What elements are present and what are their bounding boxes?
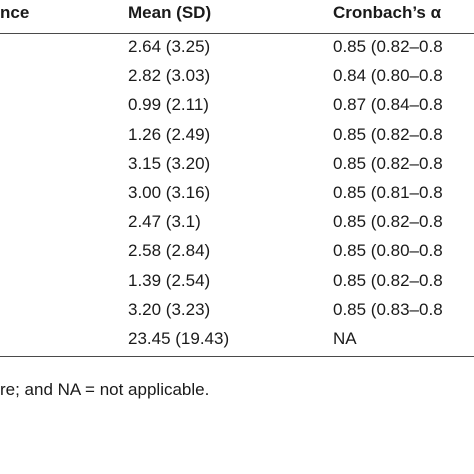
table-header-mean-sd: Mean (SD) xyxy=(128,3,212,22)
table-cell-cronbach-alpha: 0.85 (0.82–0.8 xyxy=(333,212,443,232)
table-cell-cronbach-alpha: 0.85 (0.82–0.8 xyxy=(333,153,443,173)
table-cell-mean-sd: 1.26 (2.49) xyxy=(128,124,211,144)
table-cell-mean-sd: 0.99 (2.11) xyxy=(128,95,209,115)
table-cell-cronbach-alpha: 0.84 (0.80–0.8 xyxy=(333,66,443,86)
table-header-cronbach-alpha: Cronbach’s α xyxy=(333,3,442,22)
table-footnote: re; and NA = not applicable. xyxy=(0,380,210,399)
table-cell-mean-sd: 2.64 (3.25) xyxy=(128,37,211,56)
table-cell-mean-sd: 3.20 (3.23) xyxy=(128,299,211,319)
table-cell-mean-sd: 2.82 (3.03) xyxy=(128,66,211,86)
table-cell-cronbach-alpha: 0.87 (0.84–0.8 xyxy=(333,95,443,115)
table-cell-mean-sd: 2.58 (2.84) xyxy=(128,241,211,261)
table-cell-cronbach-alpha: 0.85 (0.82–0.8 xyxy=(333,37,443,56)
table-cell-mean-sd: 3.15 (3.20) xyxy=(128,153,211,173)
table-cell-mean-sd: 2.47 (3.1) xyxy=(128,212,201,232)
table-cell-cronbach-alpha: 0.85 (0.80–0.8 xyxy=(333,241,443,261)
table-cell-mean-sd: 23.45 (19.43) xyxy=(128,329,230,348)
table-cell-cronbach-alpha: 0.85 (0.82–0.8 xyxy=(333,124,443,144)
table-cell-mean-sd: 3.00 (3.16) xyxy=(128,183,211,202)
table-header-partial: nce xyxy=(0,3,30,22)
table-cell-mean-sd: 1.39 (2.54) xyxy=(128,270,211,290)
table-cell-cronbach-alpha: NA xyxy=(333,329,357,348)
header-divider xyxy=(0,33,474,34)
table-cell-cronbach-alpha: 0.85 (0.81–0.8 xyxy=(333,183,443,202)
table-cell-cronbach-alpha: 0.85 (0.83–0.8 xyxy=(333,299,443,319)
table-bottom-divider xyxy=(0,356,474,357)
table-cell-cronbach-alpha: 0.85 (0.82–0.8 xyxy=(333,270,443,290)
